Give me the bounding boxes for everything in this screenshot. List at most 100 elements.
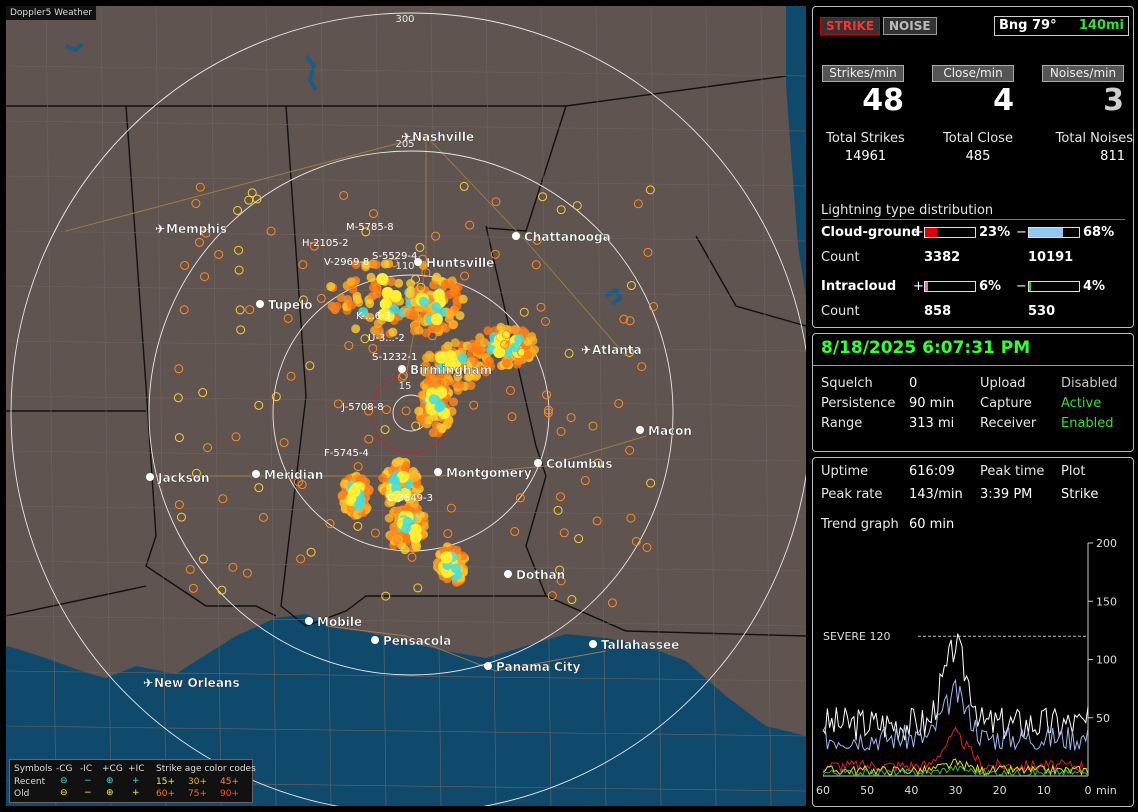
strike-mark-4-77: [479, 338, 489, 348]
strike-mark-2-60: [421, 360, 431, 370]
noises-per-min-header[interactable]: Noises/min: [1042, 65, 1124, 82]
strike-scatter-134: [619, 314, 629, 324]
state-border-6: [695, 235, 806, 327]
strikes-per-min-header[interactable]: Strikes/min: [822, 65, 904, 82]
cg-plus-sign: +: [913, 225, 924, 240]
legend-recent-neg-cg-icon: ⊖: [60, 776, 68, 786]
city-label-9: Meridian: [264, 468, 323, 482]
city-dot-icon-13: [305, 617, 313, 625]
strike-scatter-122: [381, 405, 391, 415]
strike-cyan-5-4: [391, 482, 402, 493]
strike-scatter-23: [510, 527, 520, 537]
plot-value[interactable]: Strike: [1061, 487, 1099, 502]
county-line-v-11: [650, 6, 662, 806]
strike-mark-0-54: [351, 259, 361, 269]
strike-scatter-11: [201, 228, 211, 238]
strike-mark-2-63: [453, 371, 463, 381]
receiver-value: Enabled: [1061, 416, 1114, 431]
bearing-box: Bng 79° 140mi: [994, 16, 1129, 36]
county-line-v-8: [485, 6, 497, 806]
city-label-2: Chattanooga: [524, 230, 611, 244]
trend-panel: Uptime 616:09 Peak time Plot Peak rate 1…: [812, 457, 1134, 807]
severe-label: SEVERE 120: [823, 630, 891, 643]
strike-mark-2-77: [441, 343, 451, 353]
strike-scatter-113: [637, 362, 647, 372]
strike-scatter-71: [179, 305, 189, 315]
county-line-7: [6, 450, 806, 462]
strike-scatter-15: [411, 421, 421, 431]
trend-graph-value[interactable]: 60 min: [909, 517, 955, 532]
strike-scatter-76: [515, 493, 525, 503]
tab-noise[interactable]: NOISE: [883, 17, 937, 35]
state-border-2: [485, 225, 547, 597]
strike-scatter-114: [567, 595, 577, 605]
strike-scatter-27: [198, 388, 208, 398]
strike-mark-0-49: [346, 277, 356, 287]
strike-mark-1-12: [441, 323, 451, 333]
strike-mark-4-73: [527, 332, 537, 342]
strike-cyan-2-3: [457, 352, 468, 363]
distribution-title: Lightning type distribution: [821, 203, 994, 218]
strike-mark-2-73: [422, 353, 432, 363]
strike-scatter-50: [344, 341, 354, 351]
county-line-3: [6, 230, 806, 242]
current-datetime: 8/18/2025 6:07:31 PM: [821, 338, 1031, 358]
strike-scatter-6: [244, 195, 254, 205]
strike-cyan-3-5: [428, 394, 439, 405]
strike-scatter-86: [203, 443, 213, 453]
strike-mark-8-68: [337, 491, 347, 501]
strike-recent-4-5: [493, 346, 506, 359]
strike-scatter-103: [443, 529, 453, 539]
highway-0: [65, 135, 627, 357]
storm-label-5: U-3...-2: [368, 333, 405, 344]
strike-recent-6-5: [409, 530, 422, 543]
strike-scatter-135: [361, 227, 371, 237]
county-line-0: [6, 65, 806, 77]
strike-mark-3-55: [437, 423, 447, 433]
status-divider: [813, 365, 1133, 366]
ring-label-205: 205: [395, 139, 414, 150]
strike-scatter-37: [625, 445, 635, 455]
strike-scatter-42: [191, 468, 201, 478]
strike-mark-0-43: [361, 259, 371, 269]
storm-label-2: V-2969-8: [324, 257, 369, 268]
city-label-6: Birmingham: [410, 363, 492, 377]
strike-scatter-28: [556, 492, 566, 502]
strike-mark-2-52: [450, 378, 460, 388]
tab-strike[interactable]: STRIKE: [820, 17, 881, 35]
strike-scatter-55: [643, 247, 653, 257]
strike-mark-0-60: [367, 291, 377, 301]
strike-mark-4-65: [530, 345, 540, 355]
strike-mark-1-70: [452, 301, 462, 311]
strike-recent-5-5: [391, 490, 404, 503]
county-line-v-13: [760, 6, 772, 806]
county-line-6: [6, 395, 806, 407]
highway-3: [325, 625, 607, 672]
strike-scatter-125: [607, 598, 617, 608]
strike-scatter-82: [370, 528, 380, 538]
radar-map[interactable]: 300 205 110 15 M-5785-8 H-2105-2 V-2969-8 S-552…: [6, 6, 806, 806]
range-ring-0: [10, 12, 806, 806]
strike-scatter-127: [556, 576, 566, 586]
storm-label-8: F-5745-4: [324, 448, 369, 459]
strike-scatter-111: [236, 325, 246, 335]
strike-scatter-63: [252, 194, 262, 204]
close-per-min-header[interactable]: Close/min: [932, 65, 1014, 82]
strike-scatter-2: [283, 313, 293, 323]
strike-scatter-102: [495, 332, 505, 342]
strike-scatter-39: [234, 245, 244, 255]
strike-scatter-19: [446, 503, 456, 513]
strike-scatter-112: [339, 190, 349, 200]
city-dot-icon-9: [252, 470, 260, 478]
storm-label-6: S-1232-1: [372, 352, 417, 363]
legend-recent-label: Recent: [14, 777, 46, 787]
cg-negative-count: 10191: [1028, 250, 1074, 265]
strike-scatter-100: [469, 400, 479, 410]
strike-scatter-12: [413, 583, 423, 593]
strike-scatter-95: [547, 591, 557, 601]
distribution-divider: [821, 219, 1125, 220]
lake-2: [65, 42, 84, 53]
strike-mark-0-59: [394, 278, 404, 288]
strike-scatter-4: [389, 258, 399, 268]
strike-scatter-66: [174, 433, 184, 443]
